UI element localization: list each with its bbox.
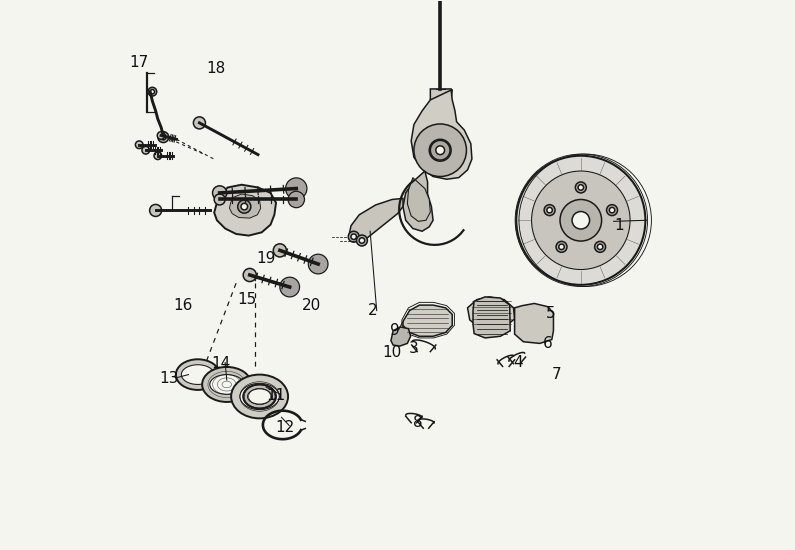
Polygon shape [411, 90, 472, 179]
Circle shape [290, 182, 303, 195]
Polygon shape [214, 185, 276, 235]
Circle shape [532, 171, 630, 270]
Ellipse shape [308, 254, 328, 274]
Circle shape [356, 235, 367, 246]
Circle shape [154, 152, 161, 160]
Polygon shape [403, 305, 452, 336]
Ellipse shape [285, 178, 307, 199]
Circle shape [193, 117, 205, 129]
Circle shape [312, 258, 324, 270]
Text: 7: 7 [552, 367, 561, 382]
Polygon shape [391, 327, 411, 346]
Ellipse shape [288, 191, 304, 208]
Circle shape [148, 87, 157, 96]
Text: 6: 6 [543, 336, 553, 351]
Polygon shape [407, 178, 430, 221]
Text: 18: 18 [206, 60, 226, 76]
Polygon shape [467, 297, 514, 329]
Ellipse shape [210, 375, 244, 394]
Ellipse shape [247, 389, 272, 404]
Circle shape [414, 124, 467, 177]
Circle shape [243, 268, 256, 282]
Circle shape [556, 241, 567, 252]
Circle shape [158, 131, 169, 142]
Circle shape [609, 207, 615, 213]
Circle shape [348, 231, 359, 242]
Circle shape [214, 194, 225, 205]
Circle shape [516, 156, 646, 285]
Text: 8: 8 [413, 415, 423, 430]
Circle shape [142, 146, 149, 154]
Text: 4: 4 [513, 355, 522, 370]
Ellipse shape [243, 384, 276, 409]
Polygon shape [430, 89, 452, 107]
Polygon shape [230, 194, 261, 218]
Circle shape [430, 140, 450, 160]
Circle shape [212, 186, 227, 200]
Text: 13: 13 [160, 371, 179, 387]
Text: 17: 17 [130, 55, 149, 70]
Circle shape [284, 281, 296, 293]
Ellipse shape [176, 359, 219, 390]
Circle shape [595, 241, 606, 252]
Circle shape [135, 141, 143, 149]
Polygon shape [403, 171, 433, 231]
Circle shape [273, 244, 286, 257]
Text: 14: 14 [211, 356, 231, 371]
Text: 1: 1 [615, 218, 624, 233]
Circle shape [238, 200, 251, 213]
Circle shape [150, 90, 154, 94]
Ellipse shape [240, 383, 279, 410]
Circle shape [560, 200, 602, 241]
Circle shape [572, 212, 590, 229]
Circle shape [544, 205, 555, 216]
Text: 12: 12 [276, 420, 295, 435]
Text: 16: 16 [173, 298, 192, 312]
Circle shape [291, 195, 301, 205]
Circle shape [607, 205, 618, 216]
Circle shape [351, 234, 356, 239]
Circle shape [359, 238, 365, 243]
Polygon shape [349, 199, 403, 242]
Circle shape [578, 185, 584, 190]
Polygon shape [473, 297, 510, 338]
Circle shape [597, 244, 603, 250]
Text: 15: 15 [238, 292, 257, 307]
Ellipse shape [231, 375, 288, 419]
Circle shape [161, 134, 166, 140]
Circle shape [429, 139, 451, 161]
Text: 2: 2 [368, 303, 378, 318]
Circle shape [157, 131, 165, 139]
Ellipse shape [280, 277, 300, 297]
Circle shape [436, 146, 444, 155]
Polygon shape [514, 304, 553, 343]
Circle shape [149, 205, 161, 217]
Text: 5: 5 [546, 306, 556, 321]
Text: 3: 3 [409, 342, 419, 356]
Circle shape [559, 244, 564, 250]
Ellipse shape [202, 367, 251, 402]
Text: 20: 20 [301, 298, 320, 312]
Text: 9: 9 [390, 323, 400, 338]
Circle shape [576, 182, 586, 193]
Circle shape [241, 204, 247, 210]
Ellipse shape [181, 365, 214, 384]
Circle shape [547, 207, 553, 213]
Text: 10: 10 [382, 345, 401, 360]
Text: 19: 19 [257, 251, 276, 266]
Text: 11: 11 [266, 388, 285, 403]
